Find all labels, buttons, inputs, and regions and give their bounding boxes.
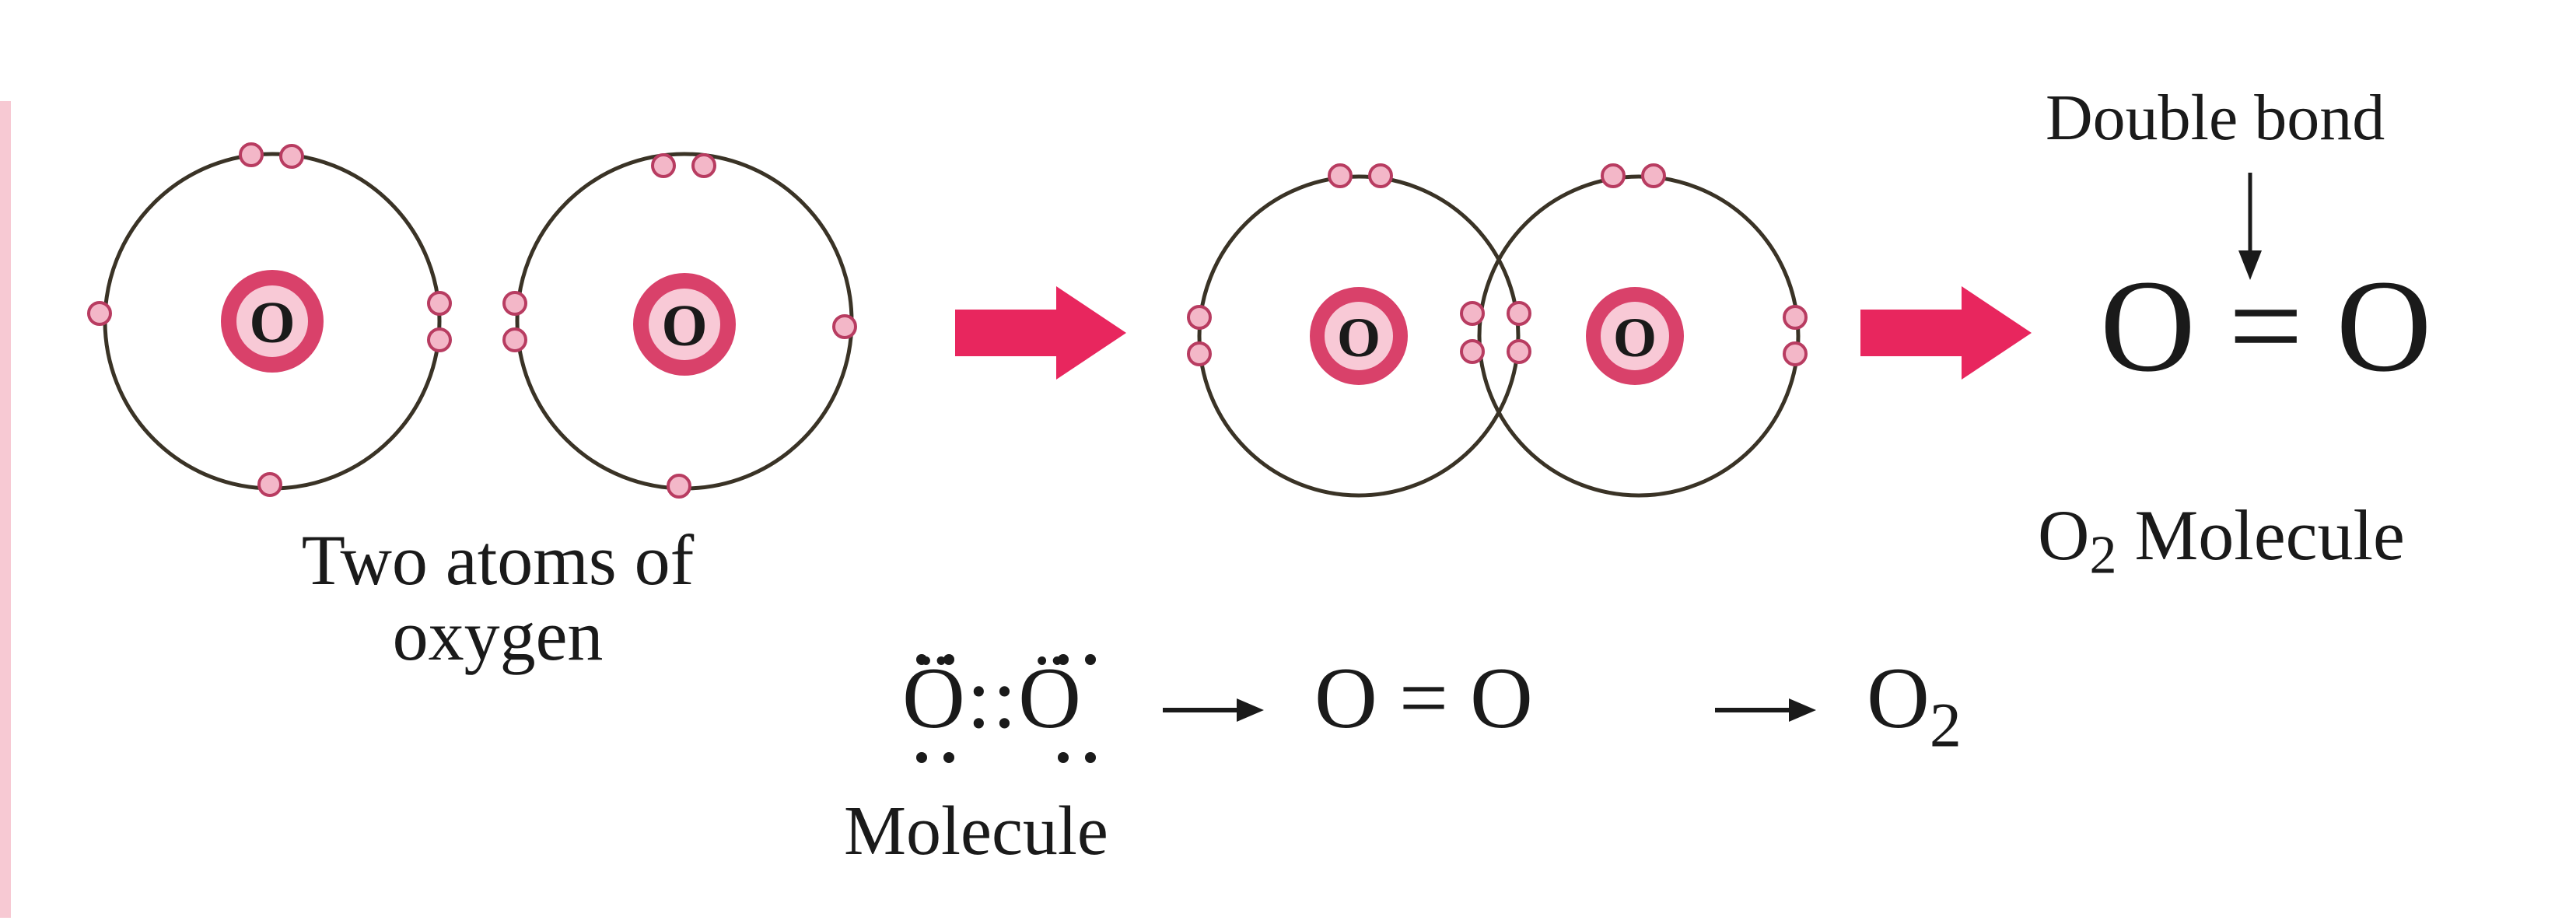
- lewis-lone-pair-dots: [916, 654, 1096, 763]
- electron: [1783, 305, 1808, 330]
- bond-formula: O = O: [1314, 650, 1533, 747]
- electron: [502, 327, 527, 352]
- oxygen-atom-1: O: [87, 142, 452, 497]
- molecular-formula-subscript: 2: [1929, 689, 1962, 761]
- electron: [502, 291, 527, 316]
- electron: [1187, 341, 1212, 366]
- electron: [1601, 163, 1626, 188]
- two-atoms-caption-line2: oxygen: [392, 595, 604, 675]
- electron: [279, 144, 304, 169]
- lewis-formula: Ö::Ö: [902, 650, 1083, 747]
- formula-arrow-1: [1163, 698, 1264, 722]
- electrons: [1187, 163, 1808, 366]
- formula-arrow-2: [1715, 698, 1816, 722]
- electron: [427, 327, 452, 352]
- nucleus-right: O: [1586, 287, 1684, 385]
- electron: [1328, 163, 1353, 188]
- electron: [1368, 163, 1393, 188]
- electron: [832, 314, 857, 339]
- molecular-formula-symbol: O: [1867, 650, 1930, 747]
- molecular-formula: O2: [1867, 653, 1962, 759]
- electron: [1783, 341, 1808, 366]
- double-bond-pointer: [2238, 173, 2262, 280]
- two-atoms-caption-line1: Two atoms of: [301, 520, 695, 600]
- o2-subscript: 2: [2089, 525, 2117, 586]
- nucleus-label: O: [1613, 306, 1657, 369]
- electron: [691, 153, 716, 178]
- reaction-arrow-1: [955, 286, 1126, 380]
- left-edge-tint: [0, 101, 11, 918]
- nucleus-label: O: [661, 293, 707, 359]
- electron: [427, 291, 452, 316]
- bonded-oxygen-molecule: O O: [1187, 163, 1808, 498]
- electrons: [87, 142, 452, 497]
- o2-symbol: O: [2038, 495, 2090, 575]
- electron: [1507, 301, 1531, 326]
- electron: [1460, 339, 1485, 364]
- nucleus-label: O: [1337, 306, 1381, 369]
- nucleus-left: O: [1310, 287, 1408, 385]
- molecule-caption: Molecule: [844, 793, 1108, 870]
- electron-shell-right: [1477, 174, 1801, 498]
- electron: [667, 474, 691, 499]
- electron-shell-left: [1197, 174, 1521, 498]
- nucleus: O: [633, 273, 736, 376]
- reaction-arrow-2: [1860, 286, 2032, 380]
- nucleus-label: O: [249, 290, 295, 355]
- nucleus: O: [221, 270, 324, 373]
- electron: [1507, 339, 1531, 364]
- electron: [1187, 305, 1212, 330]
- electron: [257, 472, 282, 497]
- structural-formula: O = O: [2100, 253, 2432, 399]
- electron: [1641, 163, 1666, 188]
- o2-molecule-word: Molecule: [2134, 495, 2405, 575]
- oxygen-atom-2: O: [502, 152, 857, 499]
- electron: [87, 301, 112, 326]
- electron: [651, 153, 676, 178]
- electrons: [502, 153, 857, 499]
- o2-molecule-caption: O2 Molecule: [2038, 498, 2405, 584]
- electron: [1460, 301, 1485, 326]
- double-bond-label: Double bond: [2046, 82, 2385, 154]
- two-atoms-caption: Two atoms of oxygen: [257, 523, 739, 673]
- electron: [239, 142, 264, 167]
